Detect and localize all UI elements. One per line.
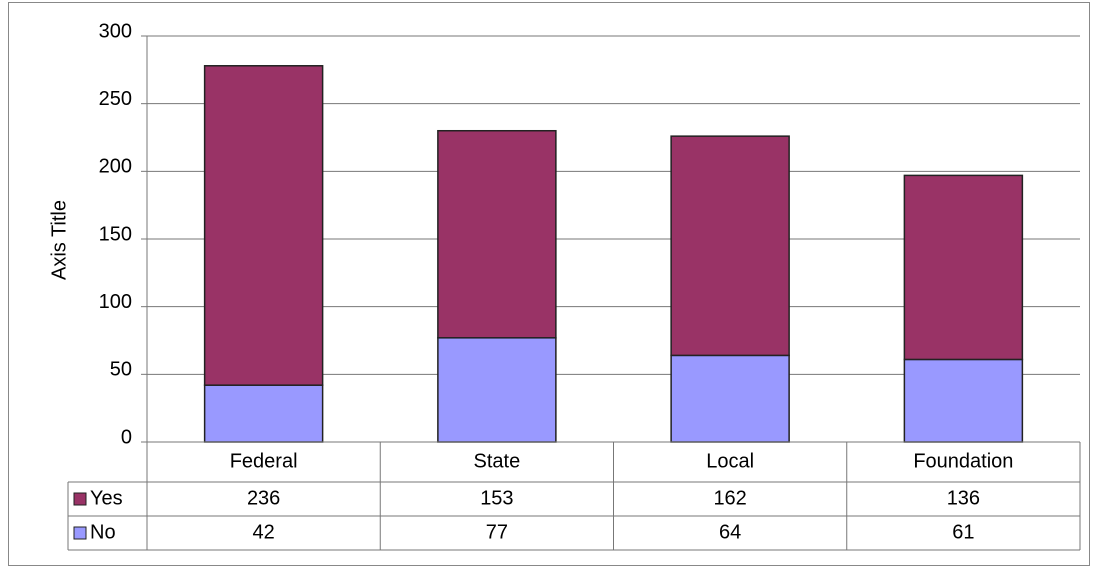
- table-value: 136: [947, 487, 980, 509]
- table-value: 77: [486, 521, 508, 543]
- legend-label: Yes: [90, 487, 123, 509]
- bar-segment: [437, 129, 557, 339]
- y-tick-label: 150: [99, 223, 132, 245]
- table-value: 153: [480, 487, 513, 509]
- x-tick-label: Local: [706, 450, 754, 472]
- y-tick-label: 250: [99, 88, 132, 110]
- table-value: 162: [713, 487, 746, 509]
- y-tick-label: 0: [121, 426, 132, 448]
- x-tick-label: State: [474, 450, 521, 472]
- legend-swatch: [73, 492, 87, 506]
- table-value: 236: [247, 487, 280, 509]
- bar-segment: [203, 384, 324, 443]
- bar-segment: [670, 354, 790, 443]
- legend-label: No: [90, 521, 116, 543]
- y-axis-title: Axis Title: [48, 200, 70, 280]
- legend-swatch: [73, 526, 87, 540]
- bar-segment: [203, 65, 324, 386]
- bar-segment: [670, 135, 790, 357]
- bar-segment: [903, 358, 1024, 443]
- table-value: 42: [253, 521, 275, 543]
- x-tick-label: Federal: [230, 450, 298, 472]
- bar-segment: [903, 174, 1024, 361]
- table-value: 64: [719, 521, 741, 543]
- table-value: 61: [952, 521, 974, 543]
- y-tick-label: 100: [99, 291, 132, 313]
- x-tick-label: Foundation: [913, 450, 1013, 472]
- bar-segment: [437, 337, 557, 443]
- y-tick-label: 200: [99, 156, 132, 178]
- y-tick-label: 300: [99, 20, 132, 42]
- y-tick-label: 50: [110, 359, 132, 381]
